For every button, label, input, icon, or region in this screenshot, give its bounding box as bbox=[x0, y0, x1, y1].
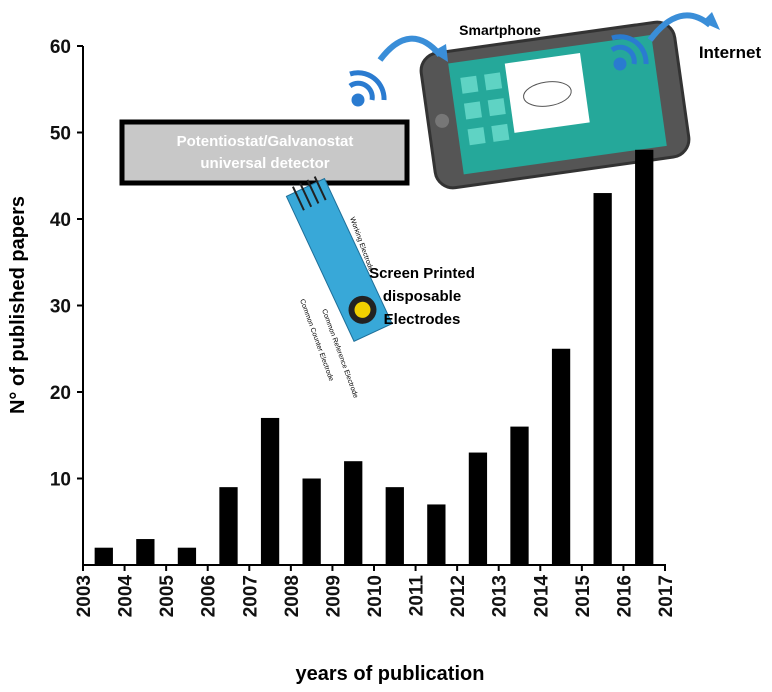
y-tick-label: 10 bbox=[50, 470, 71, 491]
arrow-head bbox=[702, 12, 720, 30]
detector-box bbox=[119, 119, 410, 186]
y-tick-label: 60 bbox=[50, 37, 71, 58]
wifi-icon bbox=[348, 70, 387, 107]
x-tick-label: 2010 bbox=[365, 575, 386, 617]
electrodes-label: disposable bbox=[383, 288, 461, 305]
y-tick-label: 40 bbox=[50, 210, 71, 231]
electrode-strip bbox=[285, 176, 393, 343]
bar bbox=[427, 504, 446, 565]
x-tick-label: 2008 bbox=[282, 575, 303, 617]
x-tick-label: 2017 bbox=[656, 575, 677, 617]
bar bbox=[344, 461, 363, 565]
detector-label: universal detector bbox=[200, 155, 329, 172]
bar bbox=[510, 426, 529, 565]
wifi-icon bbox=[610, 34, 649, 71]
x-tick-label: 2005 bbox=[157, 575, 178, 618]
detector-label: Potentiostat/Galvanostat bbox=[177, 133, 354, 150]
x-tick-label: 2011 bbox=[407, 575, 428, 617]
bar bbox=[302, 478, 321, 565]
x-tick-label: 2016 bbox=[614, 575, 635, 617]
electrode-label: Common Counter Electrode bbox=[298, 298, 334, 382]
bar bbox=[468, 452, 488, 565]
x-tick-label: 2004 bbox=[116, 575, 137, 618]
internet-label: Internet bbox=[699, 43, 762, 62]
x-tick-label: 2015 bbox=[573, 575, 594, 618]
x-tick-label: 2013 bbox=[490, 575, 511, 617]
electrodes-label: Screen Printed bbox=[369, 265, 475, 282]
arrow bbox=[377, 35, 443, 62]
x-tick-label: 2009 bbox=[323, 575, 344, 617]
bar bbox=[94, 547, 113, 565]
arrow-head bbox=[432, 44, 448, 62]
x-tick-label: 2012 bbox=[448, 575, 469, 617]
x-axis-label: years of publication bbox=[296, 663, 485, 685]
x-tick-label: 2014 bbox=[531, 575, 552, 618]
y-axis-label: N° of published papers bbox=[7, 196, 29, 414]
bar bbox=[593, 193, 612, 566]
bar bbox=[219, 487, 238, 565]
y-tick-label: 30 bbox=[50, 297, 71, 318]
bar bbox=[177, 547, 197, 565]
bar bbox=[635, 149, 654, 566]
bar bbox=[136, 539, 155, 565]
x-tick-label: 2003 bbox=[74, 575, 95, 617]
x-tick-label: 2007 bbox=[240, 575, 261, 617]
y-tick-label: 20 bbox=[50, 383, 71, 404]
bar bbox=[260, 417, 280, 565]
smartphone-label: Smartphone bbox=[459, 22, 541, 38]
x-tick-label: 2006 bbox=[199, 575, 220, 617]
y-tick-label: 50 bbox=[50, 124, 71, 145]
bar bbox=[551, 348, 571, 565]
electrodes-label: Electrodes bbox=[384, 311, 461, 328]
bar bbox=[385, 487, 404, 565]
